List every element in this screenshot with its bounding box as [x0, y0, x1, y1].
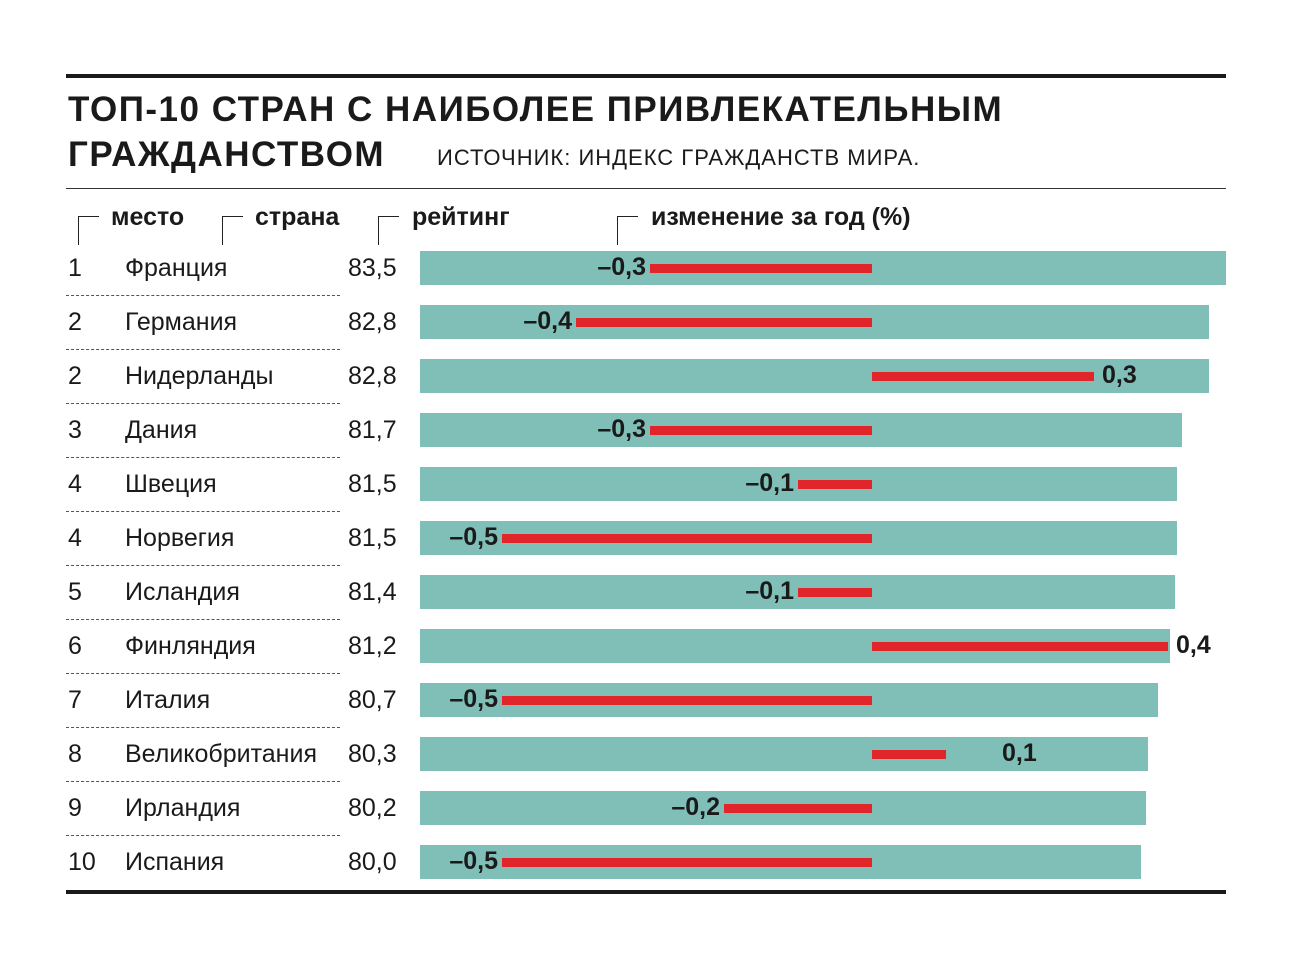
source-note: ИСТОЧНИК: ИНДЕКС ГРАЖДАНСТВ МИРА.	[437, 145, 921, 170]
row-divider	[66, 457, 340, 458]
place-label: 2	[68, 308, 82, 336]
change-bar	[502, 534, 872, 543]
rating-value-label: 82,8	[348, 362, 397, 390]
change-value-label: 0,4	[1176, 631, 1211, 659]
country-label: Исландия	[125, 578, 240, 606]
country-label: Италия	[125, 686, 211, 714]
change-value-label: –0,5	[449, 523, 498, 551]
change-bar	[872, 642, 1168, 651]
change-value-label: 0,3	[1102, 361, 1137, 389]
change-bar	[724, 804, 872, 813]
top-rule	[66, 74, 1226, 78]
column-bracket-icon	[617, 216, 638, 245]
rating-value-label: 81,5	[348, 470, 397, 498]
bottom-rule	[66, 890, 1226, 894]
rating-value-label: 80,2	[348, 794, 397, 822]
change-value-label: 0,1	[1002, 739, 1037, 767]
country-label: Дания	[125, 416, 198, 444]
place-label: 6	[68, 632, 82, 660]
change-value-label: –0,5	[449, 685, 498, 713]
place-label: 4	[68, 524, 82, 552]
country-label: Франция	[125, 254, 228, 282]
title-line-1: ТОП-10 СТРАН С НАИБОЛЕЕ ПРИВЛЕКАТЕЛЬНЫМ	[68, 90, 1004, 129]
rating-bar	[420, 575, 1176, 609]
country-label: Финляндия	[125, 632, 256, 660]
rating-value-label: 81,2	[348, 632, 397, 660]
row-divider	[66, 835, 340, 836]
row-divider	[66, 619, 340, 620]
rating-value-label: 82,8	[348, 308, 397, 336]
place-label: 7	[68, 686, 82, 714]
change-bar	[650, 426, 872, 435]
header-country: страна	[255, 203, 340, 231]
place-label: 2	[68, 362, 82, 390]
row-divider	[66, 673, 340, 674]
change-value-label: –0,3	[597, 415, 646, 443]
change-bar	[798, 480, 872, 489]
header-change: изменение за год (%)	[651, 203, 911, 231]
column-bracket-icon	[378, 216, 399, 245]
rating-value-label: 81,7	[348, 416, 397, 444]
change-value-label: –0,1	[745, 469, 794, 497]
place-label: 3	[68, 416, 82, 444]
row-divider	[66, 565, 340, 566]
change-value-label: –0,1	[745, 577, 794, 605]
row-divider	[66, 349, 340, 350]
row-divider	[66, 403, 340, 404]
country-label: Норвегия	[125, 524, 235, 552]
title-line-2: ГРАЖДАНСТВОМ	[68, 135, 386, 174]
row-divider	[66, 295, 340, 296]
column-bracket-icon	[78, 216, 99, 245]
rating-value-label: 80,3	[348, 740, 397, 768]
header-rating: рейтинг	[412, 203, 510, 231]
change-bar	[872, 750, 946, 759]
place-label: 5	[68, 578, 82, 606]
country-label: Испания	[125, 848, 225, 876]
change-bar	[798, 588, 872, 597]
place-label: 1	[68, 254, 82, 282]
header-place: место	[111, 203, 185, 231]
change-bar	[502, 858, 872, 867]
change-value-label: –0,3	[597, 253, 646, 281]
country-label: Германия	[125, 308, 238, 336]
country-label: Великобритания	[125, 740, 317, 768]
change-value-label: –0,4	[523, 307, 572, 335]
rating-bar	[420, 737, 1149, 771]
country-label: Швеция	[125, 470, 217, 498]
country-label: Нидерланды	[125, 362, 274, 390]
change-bar	[650, 264, 872, 273]
rating-value-label: 81,5	[348, 524, 397, 552]
change-value-label: –0,5	[449, 847, 498, 875]
change-bar	[576, 318, 872, 327]
column-bracket-icon	[222, 216, 243, 245]
row-divider	[66, 511, 340, 512]
change-value-label: –0,2	[671, 793, 720, 821]
rating-value-label: 81,4	[348, 578, 397, 606]
rating-value-label: 83,5	[348, 254, 397, 282]
row-divider	[66, 781, 340, 782]
country-label: Ирландия	[125, 794, 241, 822]
rating-value-label: 80,0	[348, 848, 397, 876]
row-divider	[66, 727, 340, 728]
place-label: 10	[68, 848, 96, 876]
place-label: 8	[68, 740, 82, 768]
change-bar	[872, 372, 1094, 381]
change-bar	[502, 696, 872, 705]
place-label: 4	[68, 470, 82, 498]
header-rule	[66, 188, 1226, 189]
place-label: 9	[68, 794, 82, 822]
rating-value-label: 80,7	[348, 686, 397, 714]
